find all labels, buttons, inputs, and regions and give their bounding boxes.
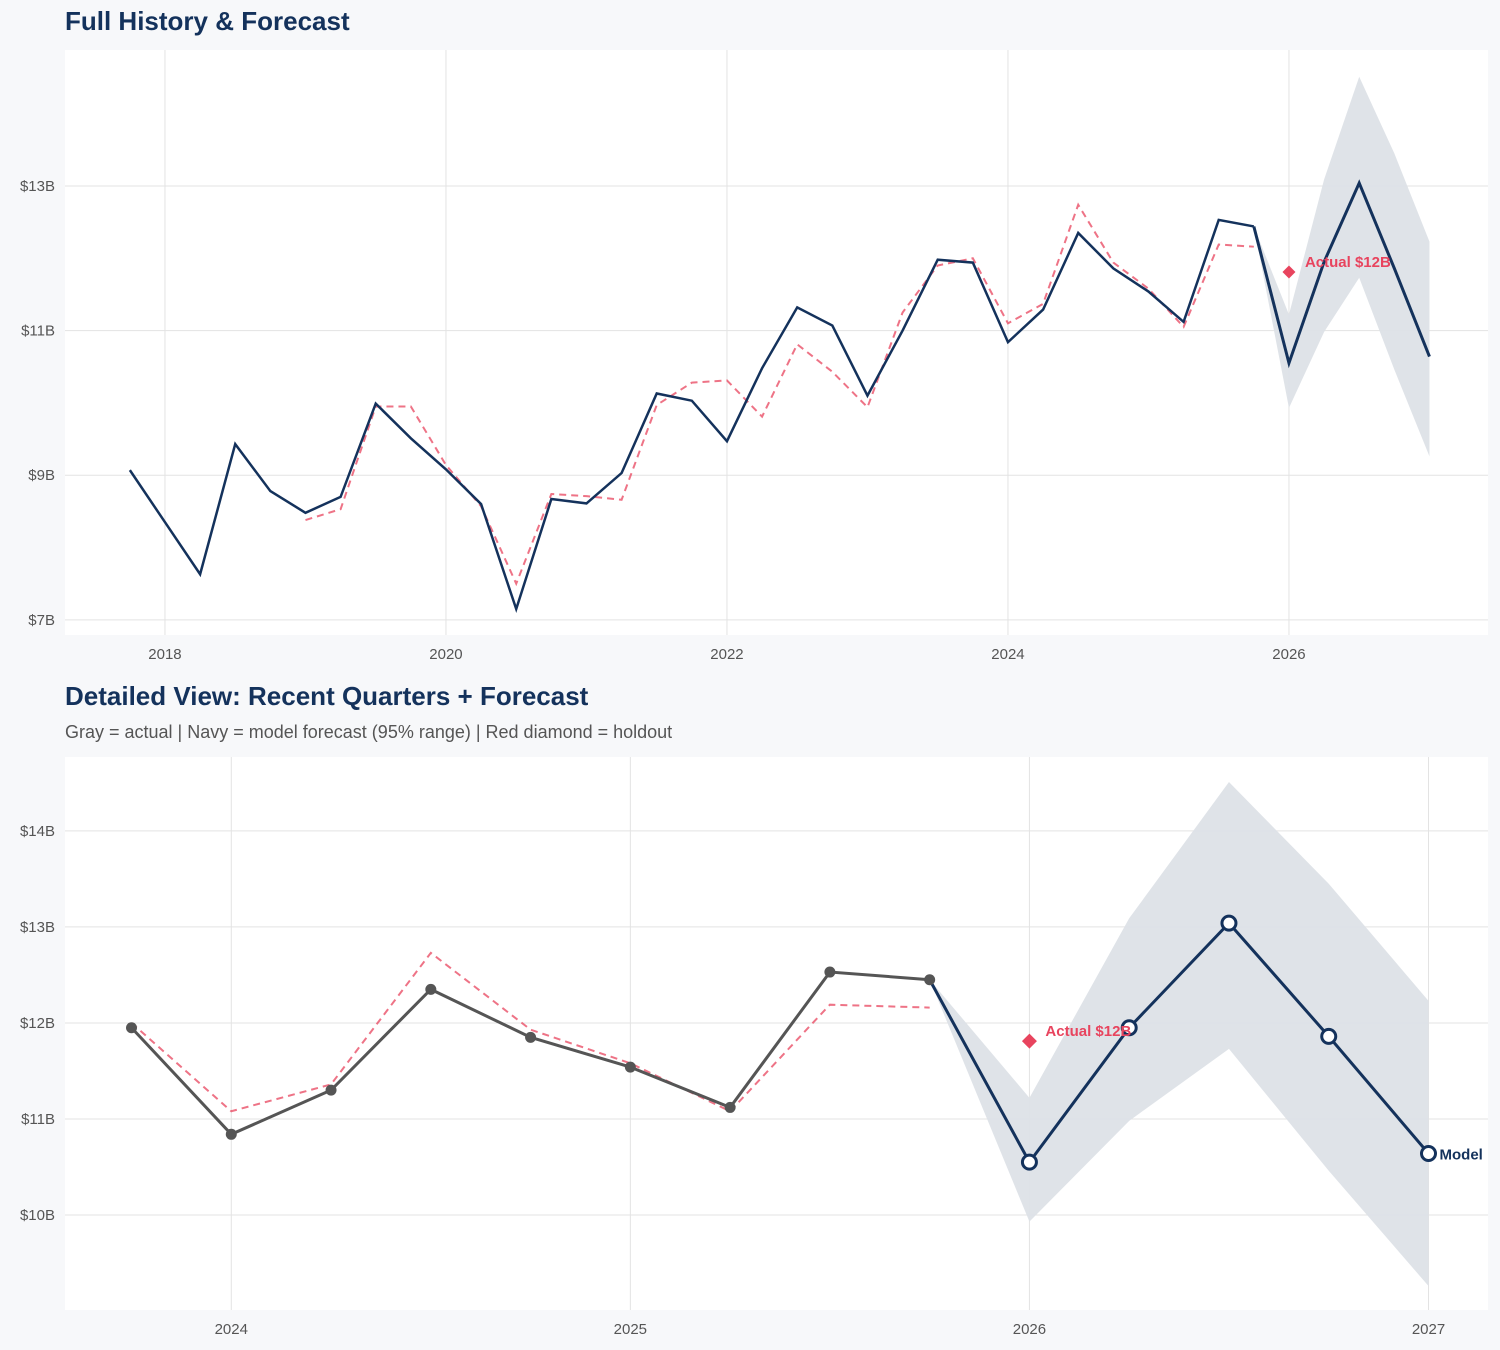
chart-1: $10B $11B $12B $13B $14B 2024 2025 2026 2027 Mode… [20,757,1488,1338]
forecast-point [1320,1027,1338,1045]
actual-point [724,1101,736,1113]
chart-title-top: Full History & Forecast [65,6,350,36]
y-tick-label: $9B [28,467,55,484]
holdout-label: Actual $12B [1045,1023,1131,1040]
actual-point [425,983,437,995]
x-tick-label: 2024 [215,1321,248,1338]
forecast-band [1253,76,1430,457]
forecast-band [929,781,1429,1286]
x-tick-label: 2022 [710,646,743,663]
actual-point [126,1022,138,1034]
y-tick-label: $14B [20,823,55,840]
actual-point [924,974,936,986]
y-tick-label: $12B [20,1015,55,1032]
actual-point [325,1084,337,1096]
forecast-point [1020,1153,1038,1171]
fitted-line [130,951,930,1113]
forecast-line [1252,179,1431,369]
chart-title-bottom: Detailed View: Recent Quarters + Forecas… [65,681,589,711]
x-tick-label: 2018 [148,646,181,663]
actual-point [225,1128,237,1140]
holdout-label: Actual $12B [1305,254,1391,271]
x-tick-label: 2024 [991,646,1024,663]
y-tick-label: $11B [21,323,55,340]
x-tick-label: 2026 [1013,1321,1046,1338]
forecast-line [928,920,1430,1165]
actual-line [128,218,1255,613]
forecast-point [1120,1019,1138,1037]
y-tick-label: $13B [20,919,55,936]
fitted-line [305,202,1254,587]
y-tick-label: $11B [21,1111,55,1128]
x-tick-label: 2020 [429,646,462,663]
y-tick-label: $13B [20,178,55,195]
actual-point [824,966,836,978]
actual-point [624,1061,636,1073]
holdout-diamond [1021,1033,1037,1049]
chart-0: $7B $9B $11B $13B 2018 2020 2022 2024 2026 Actual… [20,50,1488,663]
x-tick-label: 2026 [1272,646,1305,663]
chart-subtitle-bottom: Gray = actual | Navy = model forecast (9… [65,722,673,742]
forecast-point [1220,914,1238,932]
forecast-point [1420,1145,1438,1163]
forecast-label: Model [1440,1147,1483,1164]
x-tick-label: 2025 [614,1321,647,1338]
y-tick-label: $10B [20,1207,55,1224]
y-tick-label: $7B [28,612,55,629]
holdout-diamond [1282,265,1296,279]
actual-point [525,1031,537,1043]
x-tick-label: 2027 [1412,1321,1445,1338]
